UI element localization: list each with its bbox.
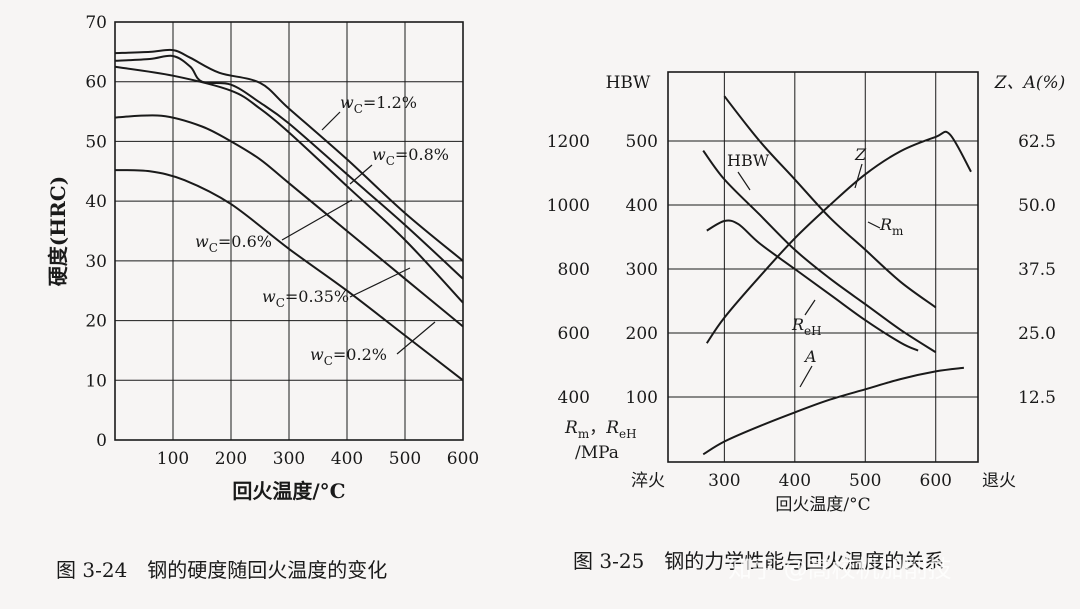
- x-tick-label: 500: [389, 449, 421, 469]
- hardness-chart: 0 10 20 30 40 50 60 70 100 200 300 400 500 600 硬度(HRC)…: [46, 13, 479, 503]
- series-label: wC=0.35%: [262, 287, 349, 310]
- label-leader: [854, 163, 863, 189]
- hbw-tick-label: 500: [626, 132, 658, 152]
- x-tick-label: 500: [849, 471, 881, 491]
- label-leader: [349, 164, 373, 185]
- series-line: [114, 169, 464, 382]
- y-tick-label: 50: [85, 132, 107, 152]
- series-line: [114, 48, 464, 262]
- series-label: A: [803, 347, 817, 366]
- series-line: [705, 130, 972, 344]
- series-label: wC=0.8%: [372, 145, 449, 168]
- label-leader: [396, 321, 436, 355]
- x-tick-label: 400: [779, 471, 811, 491]
- y-tick-label: 20: [85, 312, 107, 332]
- series-label: wC=0.2%: [310, 345, 387, 368]
- y-tick-label: 70: [85, 13, 107, 33]
- label-leader: [281, 199, 353, 241]
- series-label: wC=1.2%: [340, 93, 417, 116]
- y-tick-label: 40: [85, 192, 107, 212]
- rm-reh-axis-label: Rm，ReH: [564, 418, 637, 441]
- za-tick-label: 12.5: [1018, 388, 1056, 408]
- rm-tick-label: 1200: [547, 132, 590, 152]
- x-axis-label: 回火温度/°C: [232, 479, 345, 503]
- watermark: 知乎 @高校机加削技: [728, 555, 952, 583]
- za-tick-label: 25.0: [1018, 324, 1056, 344]
- x-tick-label: 300: [273, 449, 305, 469]
- series-line: [706, 219, 919, 352]
- series-line: [702, 366, 965, 456]
- series-label: wC=0.6%: [195, 232, 272, 255]
- series-label: ReH: [791, 315, 822, 338]
- series-line: [114, 54, 464, 280]
- x-tick-label: 400: [331, 449, 363, 469]
- label-leader: [867, 221, 881, 229]
- hbw-tick-label: 300: [626, 260, 658, 280]
- x-axis-label: 回火温度/°C: [775, 495, 870, 515]
- label-leader: [804, 299, 816, 316]
- x-tick-label: 600: [447, 449, 479, 469]
- y-tick-label: 30: [85, 252, 107, 272]
- y-tick-label: 60: [85, 73, 107, 93]
- rm-tick-label: 400: [558, 388, 590, 408]
- series-line: [702, 150, 937, 354]
- x-end-label-quench: 淬火: [631, 471, 665, 491]
- za-tick-label: 62.5: [1018, 132, 1056, 152]
- plot-frame: [667, 71, 979, 463]
- rm-tick-label: 1000: [547, 196, 590, 216]
- hbw-axis-label: HBW: [606, 73, 651, 93]
- za-tick-label: 37.5: [1018, 260, 1056, 280]
- y-tick-label: 0: [96, 431, 107, 451]
- series-line: [114, 114, 464, 328]
- caption-fig-3-24: 图 3-24 钢的硬度随回火温度的变化: [56, 558, 387, 582]
- za-axis-label: Z、A(%): [994, 73, 1066, 93]
- series-label: Z: [854, 145, 867, 164]
- rm-unit-label: /MPa: [575, 443, 619, 463]
- series-label: Rm: [879, 215, 904, 238]
- label-leader: [349, 267, 411, 298]
- x-tick-label: 600: [920, 471, 952, 491]
- label-leader: [737, 171, 751, 191]
- rm-tick-label: 600: [558, 324, 590, 344]
- x-tick-label: 100: [157, 449, 189, 469]
- y-tick-label: 10: [85, 371, 107, 391]
- x-end-label-anneal: 退火: [982, 471, 1016, 491]
- x-tick-label: 300: [708, 471, 740, 491]
- series-label: HBW: [727, 151, 770, 170]
- label-leader: [799, 365, 813, 388]
- hbw-tick-label: 100: [626, 388, 658, 408]
- series-line: [114, 65, 464, 304]
- y-axis-label: 硬度(HRC): [46, 176, 70, 286]
- series-line: [723, 95, 937, 309]
- caption-fig-3-25: 图 3-25 钢的力学性能与回火温度的关系: [573, 549, 944, 573]
- x-tick-label: 200: [215, 449, 247, 469]
- hbw-tick-label: 400: [626, 196, 658, 216]
- label-leader: [321, 111, 341, 131]
- rm-tick-label: 800: [558, 260, 590, 280]
- hbw-tick-label: 200: [626, 324, 658, 344]
- za-tick-label: 50.0: [1018, 196, 1056, 216]
